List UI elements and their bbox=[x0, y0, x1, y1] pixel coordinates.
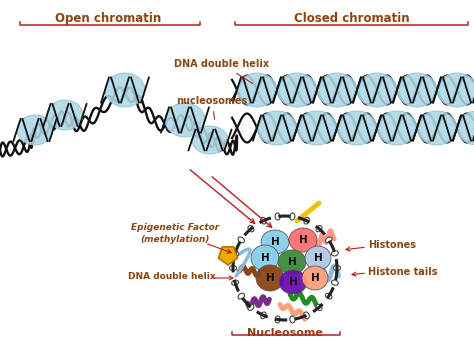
Ellipse shape bbox=[377, 111, 417, 145]
Ellipse shape bbox=[331, 251, 338, 256]
Text: Epigenetic Factor
(methylation): Epigenetic Factor (methylation) bbox=[131, 223, 219, 244]
Ellipse shape bbox=[457, 111, 474, 145]
Ellipse shape bbox=[248, 226, 254, 232]
Ellipse shape bbox=[17, 115, 53, 145]
Text: H: H bbox=[288, 257, 296, 267]
Ellipse shape bbox=[275, 213, 280, 220]
Ellipse shape bbox=[257, 111, 297, 145]
Text: Closed chromatin: Closed chromatin bbox=[294, 12, 410, 25]
Ellipse shape bbox=[275, 316, 280, 323]
Ellipse shape bbox=[232, 280, 238, 285]
Ellipse shape bbox=[192, 126, 228, 154]
Text: H: H bbox=[310, 273, 319, 283]
Ellipse shape bbox=[331, 280, 338, 285]
Ellipse shape bbox=[261, 312, 266, 319]
Ellipse shape bbox=[337, 111, 377, 145]
Text: H: H bbox=[314, 253, 322, 263]
Ellipse shape bbox=[357, 73, 397, 107]
Ellipse shape bbox=[326, 237, 332, 243]
Text: DNA double helix: DNA double helix bbox=[174, 59, 270, 83]
Ellipse shape bbox=[256, 265, 284, 291]
Ellipse shape bbox=[47, 100, 83, 130]
Text: DNA double helix: DNA double helix bbox=[128, 272, 216, 281]
Ellipse shape bbox=[248, 304, 254, 310]
Ellipse shape bbox=[437, 73, 474, 107]
Ellipse shape bbox=[238, 293, 245, 299]
Ellipse shape bbox=[229, 265, 237, 270]
Ellipse shape bbox=[317, 73, 357, 107]
Ellipse shape bbox=[261, 230, 289, 254]
Text: Open chromatin: Open chromatin bbox=[55, 12, 161, 25]
Ellipse shape bbox=[290, 316, 295, 323]
Text: H: H bbox=[289, 277, 297, 287]
Ellipse shape bbox=[297, 111, 337, 145]
Ellipse shape bbox=[105, 73, 145, 107]
Ellipse shape bbox=[238, 237, 245, 243]
Ellipse shape bbox=[304, 312, 310, 319]
Ellipse shape bbox=[278, 250, 306, 274]
Text: H: H bbox=[261, 253, 269, 263]
Ellipse shape bbox=[334, 265, 340, 270]
Polygon shape bbox=[219, 247, 237, 265]
Ellipse shape bbox=[261, 217, 266, 224]
Ellipse shape bbox=[302, 266, 328, 290]
Ellipse shape bbox=[316, 226, 322, 232]
Ellipse shape bbox=[397, 73, 437, 107]
Text: H: H bbox=[271, 237, 279, 247]
Text: H: H bbox=[299, 235, 307, 245]
Ellipse shape bbox=[290, 213, 295, 220]
Ellipse shape bbox=[279, 270, 307, 294]
Ellipse shape bbox=[277, 73, 317, 107]
Text: nucleosomes: nucleosomes bbox=[176, 96, 247, 119]
Text: Histones: Histones bbox=[368, 240, 416, 250]
Ellipse shape bbox=[316, 304, 322, 310]
Ellipse shape bbox=[289, 228, 317, 252]
Ellipse shape bbox=[417, 111, 457, 145]
Ellipse shape bbox=[304, 217, 310, 224]
Ellipse shape bbox=[232, 251, 238, 256]
Ellipse shape bbox=[326, 293, 332, 299]
Text: H: H bbox=[265, 273, 274, 283]
Text: Histone tails: Histone tails bbox=[368, 267, 438, 277]
Ellipse shape bbox=[305, 246, 331, 270]
Text: Nucleosome: Nucleosome bbox=[247, 328, 323, 338]
Ellipse shape bbox=[251, 245, 279, 271]
Ellipse shape bbox=[165, 103, 205, 137]
Ellipse shape bbox=[237, 73, 277, 107]
